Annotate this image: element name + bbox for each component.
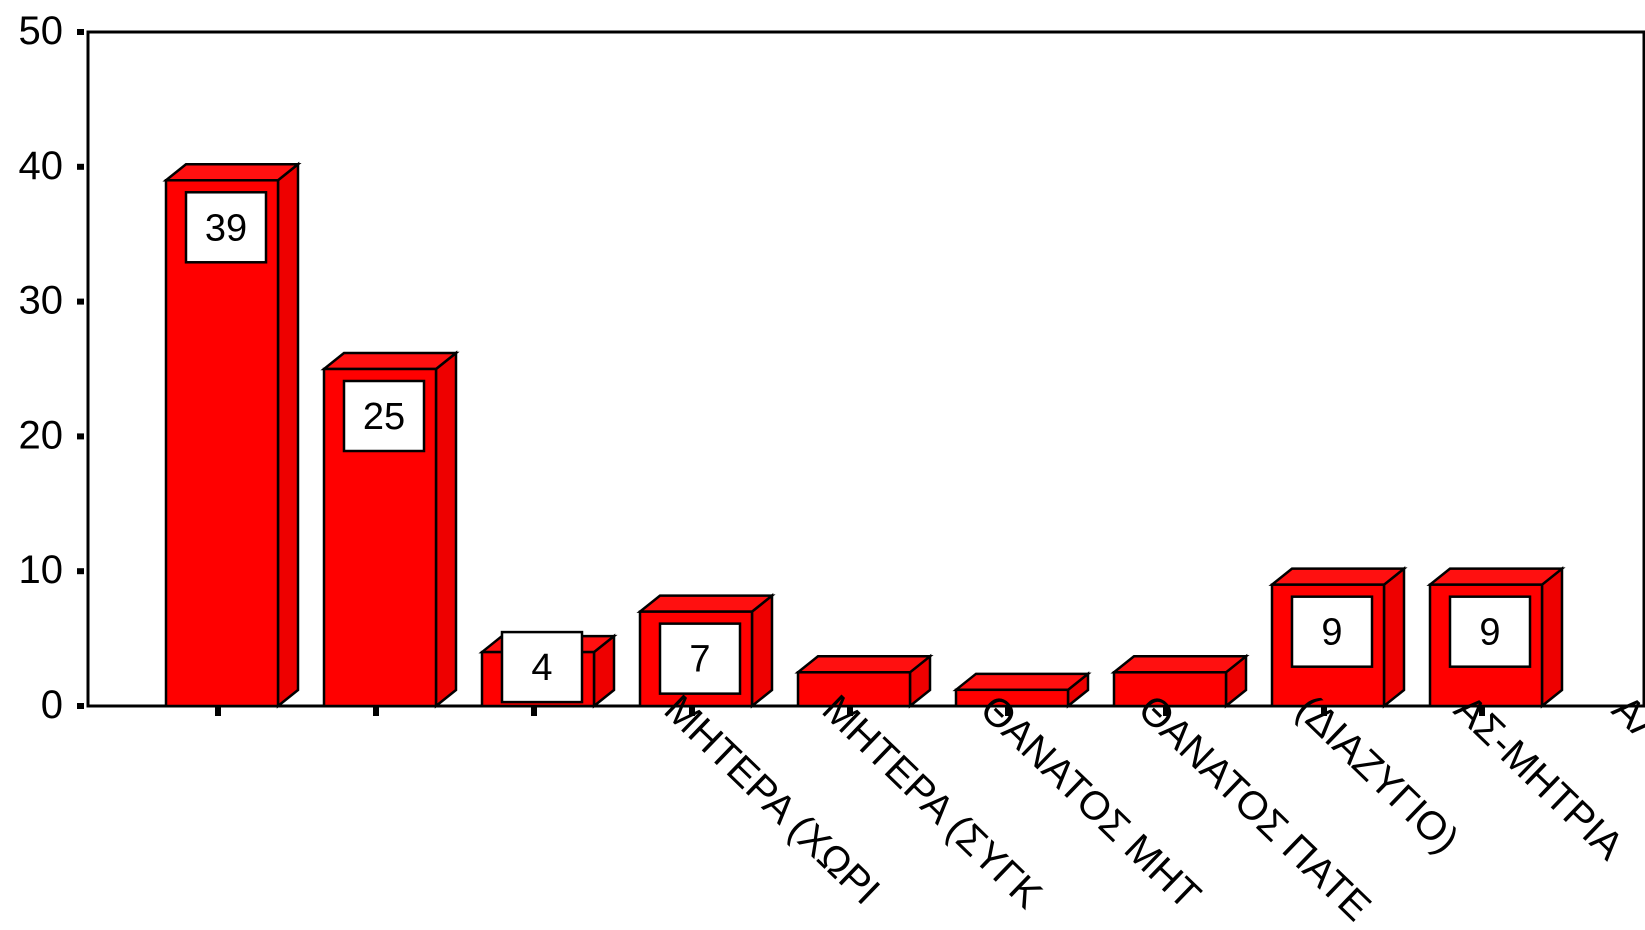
y-tick-mark bbox=[77, 568, 84, 575]
value-label: 9 bbox=[1479, 612, 1500, 654]
x-tick-label: ΑΛΛΟ bbox=[1604, 687, 1645, 795]
value-label-box bbox=[500, 630, 584, 704]
x-tick-mark bbox=[1163, 707, 1169, 716]
y-tick-mark bbox=[77, 433, 84, 440]
x-tick-mark bbox=[215, 707, 221, 716]
value-label: 7 bbox=[689, 639, 710, 681]
y-tick-label: 20 bbox=[19, 413, 64, 457]
y-tick-label: 10 bbox=[19, 548, 64, 592]
value-label: 9 bbox=[1321, 612, 1342, 654]
bar-top bbox=[162, 163, 302, 182]
bar-side bbox=[750, 593, 774, 709]
x-tick-mark bbox=[373, 707, 379, 716]
bar bbox=[1110, 653, 1250, 709]
bar-top bbox=[794, 655, 934, 674]
bar-side bbox=[276, 161, 300, 709]
bar-top bbox=[952, 672, 1092, 692]
bar-front bbox=[954, 688, 1070, 708]
bar-side bbox=[1382, 566, 1406, 709]
value-label-box bbox=[184, 191, 268, 264]
value-label: 39 bbox=[205, 207, 247, 249]
value-label-box bbox=[1290, 595, 1374, 668]
y-tick-mark bbox=[77, 703, 84, 709]
plot-frame bbox=[86, 30, 1645, 708]
x-tick-mark bbox=[1479, 707, 1485, 716]
y-tick-label: 0 bbox=[41, 683, 63, 727]
value-label-box bbox=[658, 622, 742, 695]
bar bbox=[952, 671, 1092, 709]
x-tick-mark bbox=[531, 707, 537, 716]
bar-front bbox=[164, 179, 280, 708]
x-tick-mark bbox=[1321, 707, 1327, 716]
bar bbox=[162, 161, 302, 709]
bar-top bbox=[320, 351, 460, 371]
x-tick-mark bbox=[689, 707, 695, 716]
y-tick-label: 40 bbox=[19, 144, 64, 188]
bar-top bbox=[1426, 567, 1566, 586]
y-tick-label: 30 bbox=[19, 279, 64, 323]
bar-top bbox=[1268, 567, 1408, 586]
value-label: 25 bbox=[363, 396, 405, 438]
x-tick-label: ΑΣ-ΜΗΤΡΙΑ bbox=[1446, 687, 1632, 869]
y-tick-mark bbox=[77, 298, 84, 305]
value-label-box bbox=[1448, 595, 1532, 668]
bar-front bbox=[1112, 671, 1228, 708]
bar bbox=[794, 653, 934, 709]
x-tick-mark bbox=[847, 707, 853, 716]
value-label-box bbox=[342, 379, 426, 453]
bar-front bbox=[796, 671, 912, 708]
x-tick-mark bbox=[1005, 707, 1011, 716]
bar-top bbox=[636, 594, 776, 613]
y-tick-mark bbox=[77, 163, 84, 170]
value-label: 4 bbox=[531, 647, 552, 689]
bar-side bbox=[1540, 566, 1564, 709]
bar-side bbox=[434, 350, 458, 709]
bar-top bbox=[1110, 655, 1250, 674]
y-tick-mark bbox=[77, 29, 84, 35]
y-tick-label: 50 bbox=[19, 9, 64, 53]
